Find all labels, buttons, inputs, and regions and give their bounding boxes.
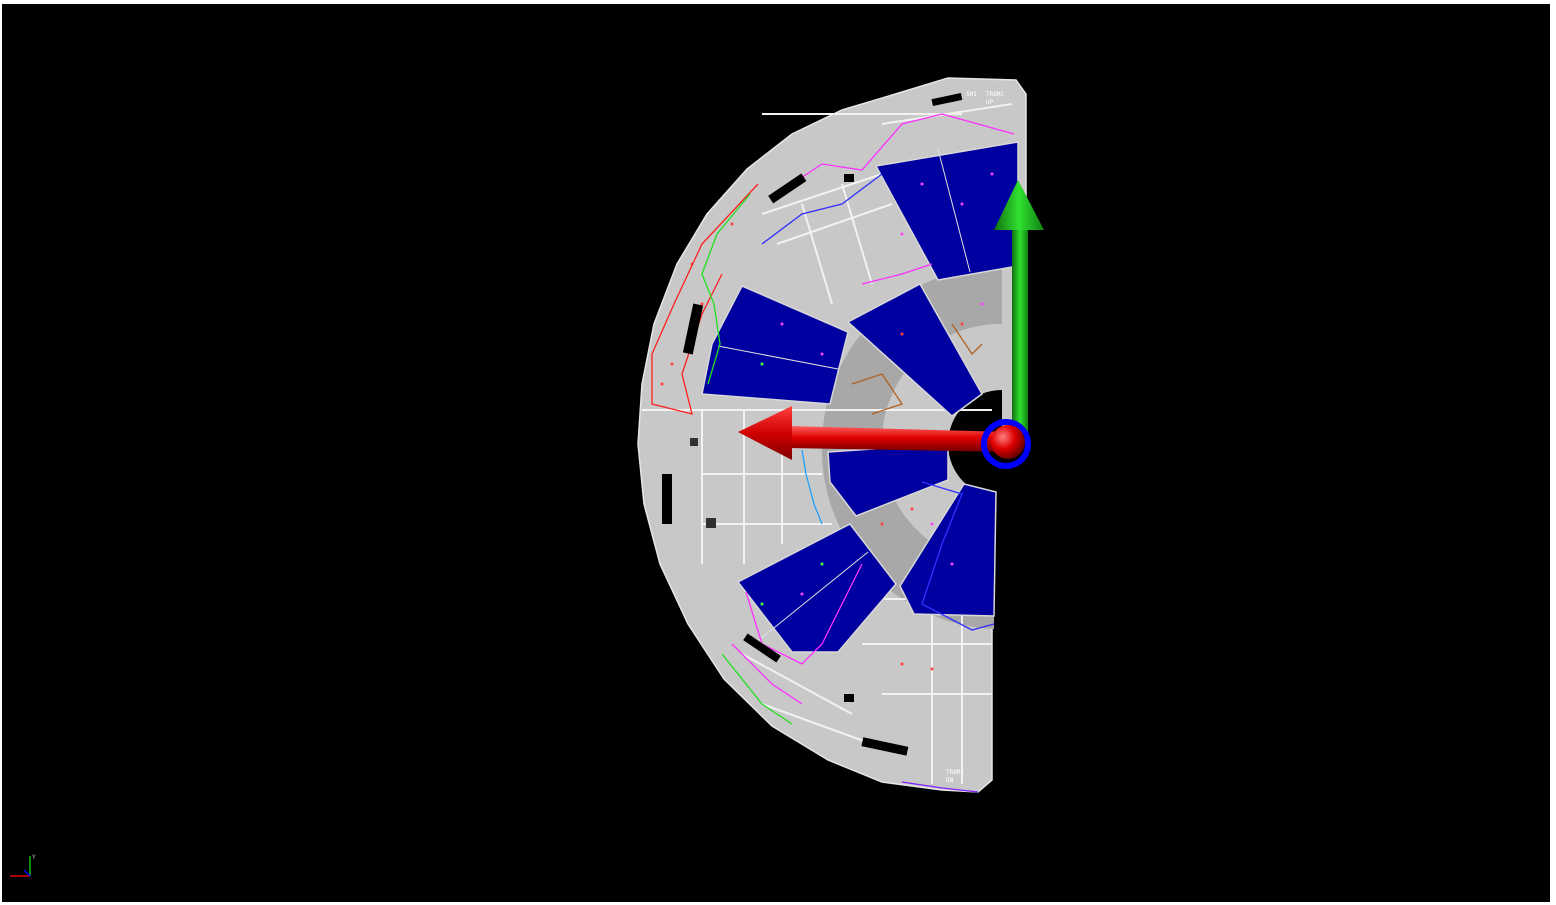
- slot-cutouts: [662, 92, 963, 756]
- label-top-a: SH1: [966, 91, 977, 98]
- green-outline-bottom: [721, 653, 793, 725]
- blue-outline-top: [761, 173, 883, 245]
- purple-outline-bottom: [901, 781, 979, 793]
- brown-outline-right: [951, 323, 983, 356]
- x-axis-handle[interactable]: [738, 406, 1010, 460]
- svg-text:Y: Y: [31, 854, 36, 861]
- axis-triad-icon: Y: [10, 854, 36, 877]
- label-top-b: TRORC: [986, 91, 1004, 98]
- manipulator-triad[interactable]: [738, 180, 1044, 469]
- label-top-c: UP: [986, 99, 994, 106]
- 3d-viewport[interactable]: SH1 TRORC UP TRORC DN: [2, 4, 1550, 902]
- blue-outline-right: [921, 481, 995, 631]
- inner-ring: [821, 265, 1002, 629]
- green-outline: [701, 193, 751, 385]
- model-scene[interactable]: SH1 TRORC UP TRORC DN: [2, 4, 1550, 902]
- label-bottom-b: DN: [946, 777, 954, 784]
- pivot-ring[interactable]: [981, 419, 1031, 469]
- pivot-ball[interactable]: [991, 425, 1025, 459]
- label-bottom-a: TRORC: [946, 769, 964, 776]
- magenta-outline-bottom: [731, 643, 803, 705]
- blue-sectors: [701, 141, 1019, 653]
- sector-lower-outer: [736, 523, 897, 653]
- brown-outline: [851, 373, 904, 415]
- sector-upper-left-outer: [701, 285, 849, 405]
- magenta-outline-left: [861, 263, 933, 285]
- cyan-outline: [801, 449, 823, 525]
- sector-upper-inner: [846, 282, 983, 417]
- feature-dots: [660, 172, 994, 746]
- magenta-outline-lower: [745, 563, 863, 665]
- magenta-outline-top: [785, 113, 1015, 189]
- sector-lower-right-inner: [899, 483, 997, 617]
- y-axis-handle[interactable]: [994, 180, 1044, 440]
